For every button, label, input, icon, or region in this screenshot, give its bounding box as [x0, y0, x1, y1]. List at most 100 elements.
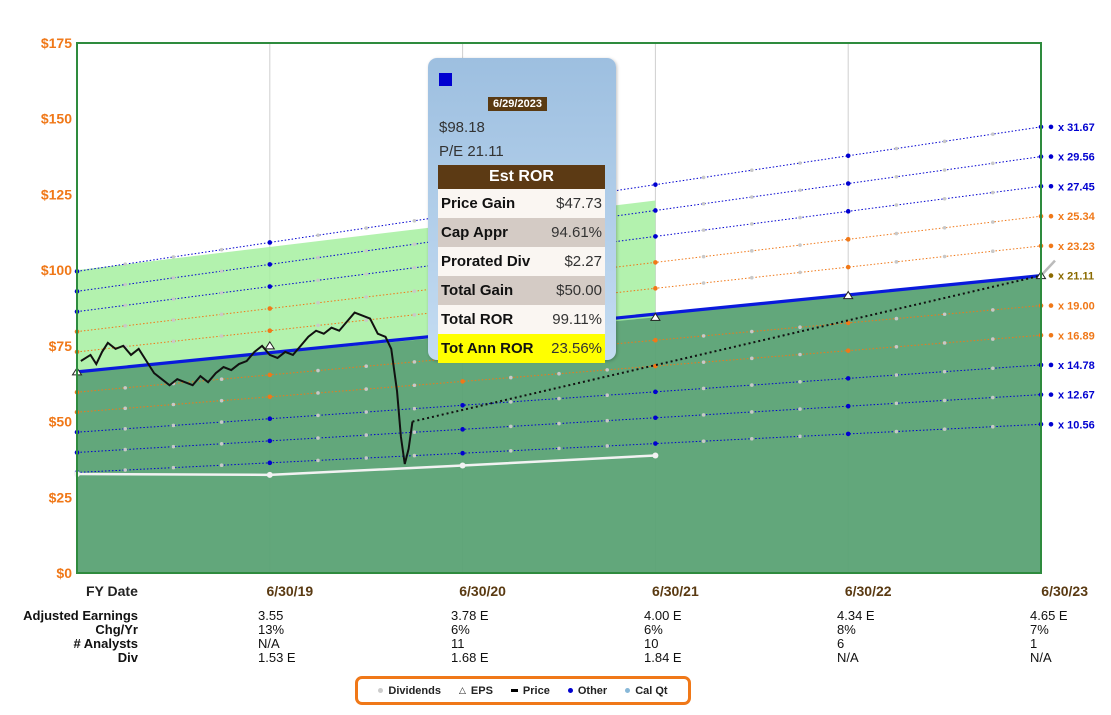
- pe-dot: [653, 182, 658, 187]
- pe-dot: [412, 383, 417, 388]
- pe-dot: [845, 153, 851, 159]
- pe-dot: [798, 215, 802, 220]
- pe-dot: [171, 276, 176, 280]
- plot-frame: [76, 42, 1042, 574]
- pe-dot: [653, 441, 658, 446]
- ror-row-highlight: Tot Ann ROR 23.56%: [438, 334, 605, 363]
- table-cell: 3.55: [258, 608, 283, 623]
- pe-dot: [894, 373, 899, 377]
- pe-dot: [991, 337, 995, 341]
- pe-dot: [798, 434, 802, 439]
- pe-dot: [942, 139, 947, 144]
- pe-dot: [316, 323, 320, 328]
- pe-dot: [219, 269, 224, 273]
- pe-dot: [219, 441, 224, 446]
- dot-icon: [567, 688, 573, 693]
- legend-item-price[interactable]: Price: [510, 685, 550, 697]
- tooltip-pe: P/E 21.11: [439, 143, 504, 160]
- pe-dot: [942, 427, 947, 431]
- pe-dot: [942, 341, 947, 345]
- table-cell: N/A: [837, 650, 859, 665]
- pe-dot: [750, 410, 754, 414]
- ror-label: Cap Appr: [438, 218, 544, 247]
- dividend-point: [652, 452, 659, 459]
- pe-dot: [798, 243, 802, 247]
- pe-dot: [267, 240, 273, 245]
- legend-label: Dividends: [388, 684, 441, 697]
- pe-label-dot: [1048, 154, 1054, 159]
- pe-dot: [701, 201, 706, 206]
- pe-dot: [219, 420, 224, 424]
- pe-dot: [605, 444, 609, 448]
- pe-dot: [991, 308, 995, 312]
- table-cell: 1.84 E: [644, 650, 682, 665]
- pe-dot: [364, 249, 369, 253]
- legend-item-eps[interactable]: △ EPS: [459, 685, 493, 697]
- ror-label: Tot Ann ROR: [438, 334, 544, 363]
- pe-dot: [219, 291, 224, 295]
- legend-item-dividends[interactable]: Dividends: [378, 685, 441, 697]
- triangle-icon: △: [458, 685, 466, 695]
- ror-value: 23.56%: [543, 334, 605, 363]
- pe-dot: [412, 265, 417, 270]
- pe-dot: [219, 398, 224, 403]
- pe-dot: [845, 237, 851, 242]
- pe-dot: [798, 270, 802, 275]
- pe-dot: [701, 360, 706, 364]
- pe-dot: [653, 389, 658, 395]
- table-cell: 10: [644, 636, 658, 651]
- x-tick-label: 6/30/22: [845, 583, 892, 599]
- pe-label-dot: [1048, 124, 1054, 130]
- pe-dot: [845, 209, 851, 214]
- pe-line: [76, 185, 1042, 313]
- pe-dot: [219, 247, 224, 252]
- pe-dot: [557, 371, 561, 376]
- pe-dot: [942, 254, 947, 259]
- pe-dot: [701, 413, 706, 417]
- y-tick-label: $100: [41, 262, 72, 278]
- pe-dot: [894, 231, 899, 236]
- pe-dot: [364, 387, 369, 391]
- pe-dot: [123, 303, 127, 308]
- table-cell: 4.65 E: [1030, 608, 1068, 623]
- pe-dot: [750, 249, 754, 253]
- pe-dot: [316, 458, 320, 463]
- ror-value: 94.61%: [543, 218, 605, 247]
- pe-dot: [750, 383, 754, 387]
- pe-dot: [171, 465, 176, 470]
- pe-dot: [123, 262, 127, 266]
- pe-dot: [991, 424, 995, 429]
- pe-dot: [123, 386, 127, 390]
- pe-dot: [171, 423, 176, 428]
- legend-item-other[interactable]: Other: [567, 685, 607, 697]
- pe-dot: [750, 329, 754, 334]
- pe-dot: [991, 220, 995, 224]
- ror-label: Total ROR: [438, 305, 544, 334]
- legend-item-cal-qt[interactable]: Cal Qt: [625, 685, 668, 697]
- tooltip: 6/29/2023 $98.18 P/E 21.11 Est ROR Price…: [428, 58, 616, 363]
- ror-value: 99.11%: [543, 305, 605, 334]
- pe-dot: [701, 386, 706, 391]
- pe-dot: [316, 391, 320, 395]
- pe-dot: [701, 254, 706, 259]
- pe-dot: [460, 402, 465, 408]
- pe-dot: [991, 190, 995, 195]
- pe-label: x 25.34: [1058, 211, 1096, 223]
- pe-dot: [605, 393, 609, 397]
- pe-label: x 29.56: [1058, 152, 1095, 164]
- table-cell: 8%: [837, 622, 856, 637]
- pe-dot: [653, 415, 658, 421]
- ror-row: Total Gain $50.00: [438, 276, 605, 305]
- pe-dot: [267, 438, 273, 444]
- pe-dot: [267, 306, 273, 311]
- pe-dot: [845, 431, 851, 437]
- pe-label-dot: [1048, 392, 1054, 397]
- pe-label: x 12.67: [1058, 390, 1095, 402]
- pe-dot: [267, 262, 273, 267]
- pe-dot: [412, 360, 417, 364]
- table-cell: 7%: [1030, 622, 1049, 637]
- pe-dot: [123, 282, 127, 287]
- pe-dot: [267, 460, 273, 466]
- pe-dot: [653, 208, 658, 213]
- pe-dot: [894, 316, 899, 321]
